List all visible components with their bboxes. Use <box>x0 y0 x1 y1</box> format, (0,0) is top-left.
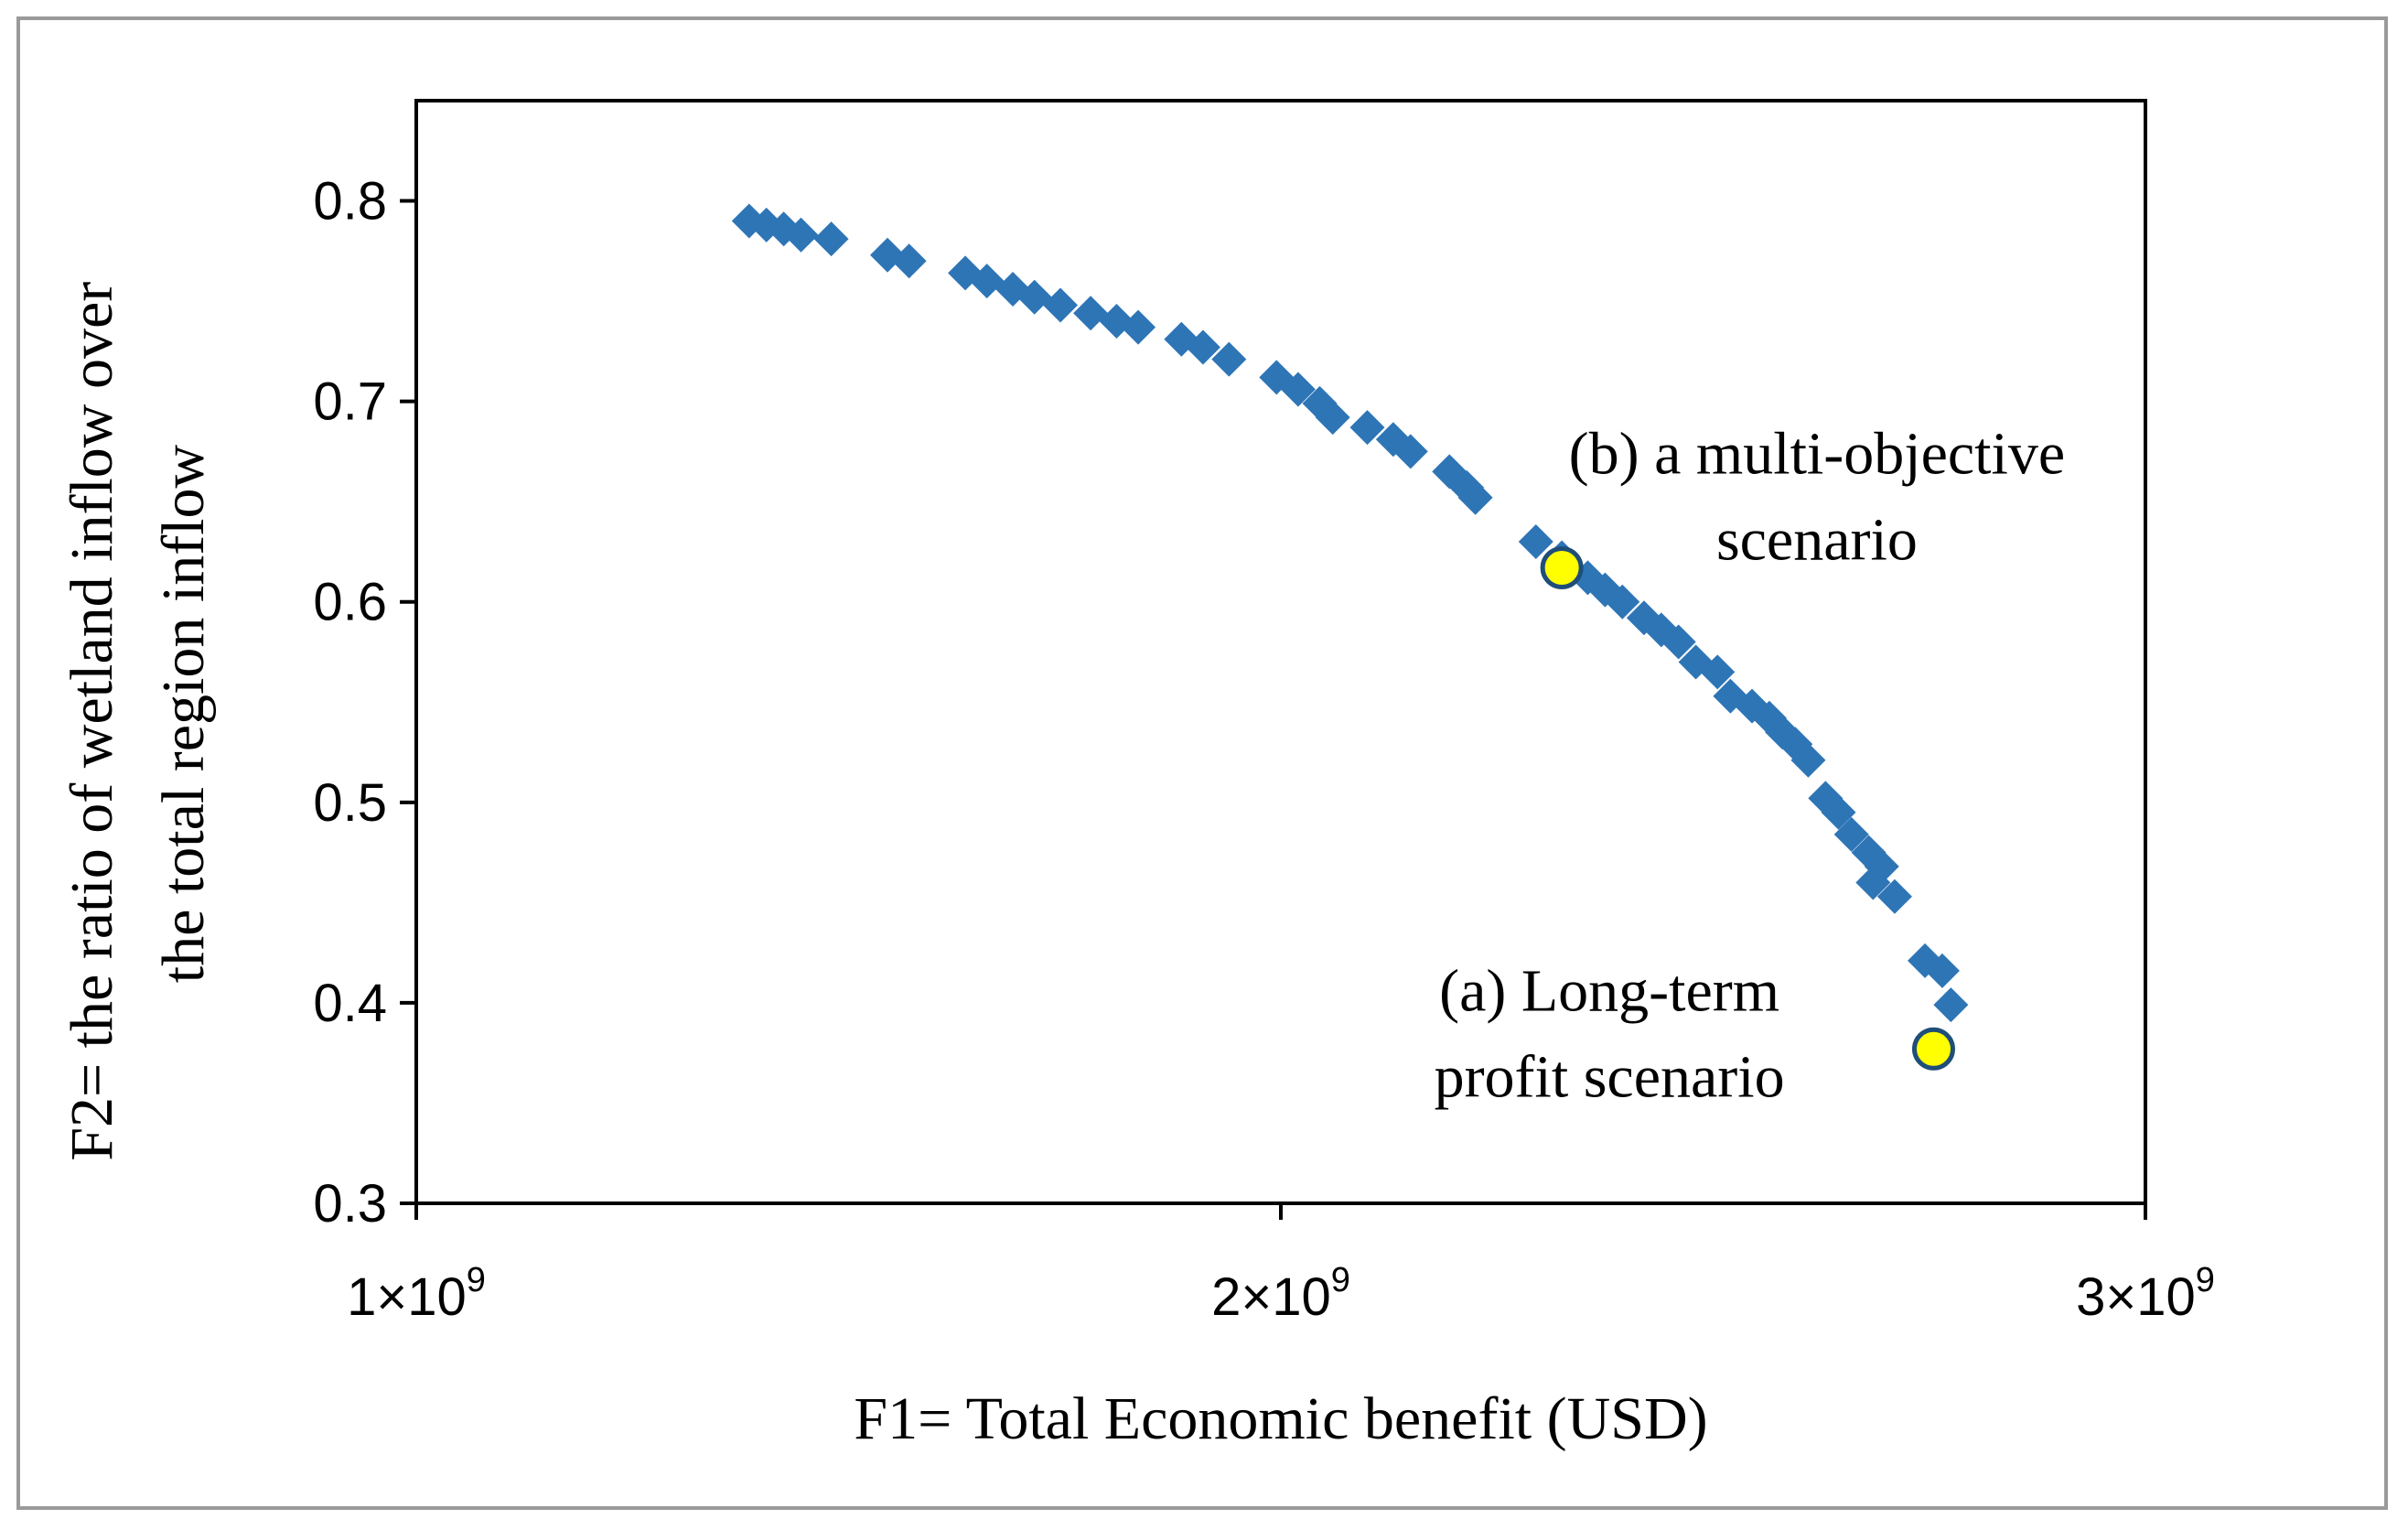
x-tick-label: 3×109 <box>2076 1261 2215 1327</box>
plot-area-border <box>414 99 2147 1205</box>
x-axis-title: F1= Total Economic benefit (USD) <box>854 1385 1707 1452</box>
data-point-diamond <box>969 264 1005 299</box>
x-tick-mantissa: 3×10 <box>2076 1267 2196 1327</box>
x-tick-exponent: 9 <box>2196 1261 2215 1299</box>
annotation-a: (a) Long-term profit scenario <box>1435 958 1785 1111</box>
data-point-diamond <box>731 203 767 239</box>
data-points <box>731 203 1969 1023</box>
annotation-line: (b) a multi-objective <box>1569 421 2065 488</box>
data-point-diamond <box>1185 329 1220 365</box>
y-tick-label: 0.6 <box>313 573 387 632</box>
data-point-diamond <box>1280 372 1316 407</box>
x-tick-exponent: 9 <box>467 1261 486 1299</box>
x-tick-label: 2×109 <box>1211 1261 1350 1327</box>
data-point-diamond <box>1043 287 1079 323</box>
x-tick-exponent: 9 <box>1331 1261 1350 1299</box>
data-point-diamond <box>1518 524 1553 559</box>
data-point-diamond <box>1315 400 1350 436</box>
data-point-diamond <box>783 217 819 253</box>
highlight-point <box>1911 1027 1955 1071</box>
x-axis-ticks: 1×109 2×109 3×109 <box>347 1203 2215 1327</box>
data-point-diamond <box>813 221 849 257</box>
data-point-diamond <box>1833 816 1869 852</box>
x-tick-label: 1×109 <box>347 1261 486 1327</box>
y-tick-label: 0.5 <box>313 773 387 833</box>
annotations: (b) a multi-objective scenario (a) Long-te… <box>1435 421 2066 1111</box>
data-point-diamond <box>1121 309 1156 345</box>
annotation-line: profit scenario <box>1435 1044 1785 1111</box>
data-point-diamond <box>1700 654 1736 690</box>
data-point-diamond <box>1661 624 1696 660</box>
y-tick-label: 0.3 <box>313 1174 387 1234</box>
data-point-diamond <box>1790 742 1826 778</box>
data-point-diamond <box>1349 410 1385 446</box>
y-axis-title-line-2: the total region inflow <box>150 444 217 983</box>
data-point-diamond <box>1457 479 1493 515</box>
annotation-line: scenario <box>1716 507 1918 574</box>
x-tick-mantissa: 1×10 <box>347 1267 467 1327</box>
figure-frame <box>16 16 2388 1510</box>
data-point-diamond <box>1933 987 1969 1023</box>
y-tick-label: 0.4 <box>313 974 387 1033</box>
y-tick-label: 0.7 <box>313 372 387 432</box>
y-axis-ticks: 0.3 0.4 0.5 0.6 0.7 0.8 <box>313 172 416 1234</box>
y-axis-title-line-1: F2= the ratio of wetland inflow over <box>59 282 125 1161</box>
data-point-diamond <box>891 243 927 279</box>
data-point-diamond <box>1821 794 1856 830</box>
data-point-diamond <box>1876 878 1912 914</box>
y-axis-title: F2= the ratio of wetland inflow over the… <box>59 266 217 1161</box>
data-point-diamond <box>1073 296 1109 331</box>
data-point-diamond <box>1605 584 1640 620</box>
y-tick-label: 0.8 <box>313 172 387 232</box>
annotation-b: (b) a multi-objective scenario <box>1569 421 2065 574</box>
highlighted-points <box>1540 545 1955 1071</box>
highlight-point <box>1540 545 1584 589</box>
data-point-diamond <box>1016 279 1052 315</box>
data-point-diamond <box>1851 835 1887 870</box>
data-point-diamond <box>1211 341 1247 377</box>
data-point-diamond <box>1924 953 1960 988</box>
annotation-line: (a) Long-term <box>1439 958 1779 1025</box>
data-point-diamond <box>1392 434 1428 469</box>
data-point-diamond <box>1855 865 1891 900</box>
x-tick-mantissa: 2×10 <box>1211 1267 1331 1327</box>
